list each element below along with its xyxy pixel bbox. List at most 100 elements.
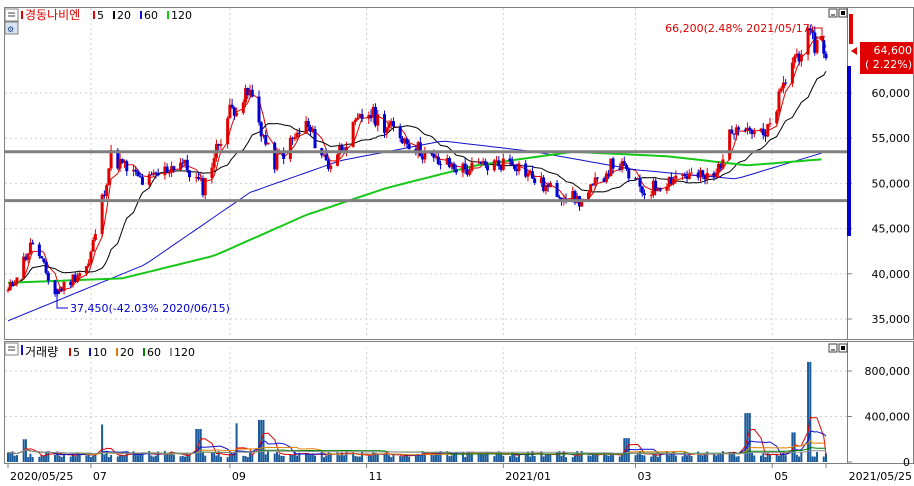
- candle-body: [672, 178, 676, 184]
- volume-bar: [558, 451, 561, 462]
- volume-bar: [524, 453, 527, 462]
- candle-body: [6, 290, 10, 292]
- candle-body: [44, 262, 48, 273]
- volume-bar: [179, 456, 182, 462]
- candle-body: [759, 128, 763, 132]
- volume-bar: [89, 456, 92, 462]
- candle-body: [152, 172, 156, 175]
- volume-bar: [213, 452, 216, 462]
- candle-body: [304, 121, 308, 134]
- candle-body: [454, 169, 458, 173]
- candle-body: [461, 163, 465, 173]
- horizontal-lines: [5, 150, 847, 203]
- current-price-label: 64,600: [874, 44, 913, 57]
- volume-bar: [29, 453, 32, 462]
- volume-bar: [493, 456, 496, 462]
- volume-bar: [385, 451, 388, 462]
- candle-body: [571, 191, 575, 202]
- candle-body: [687, 173, 691, 179]
- price-legend-items: 5 20 60 120: [93, 9, 192, 22]
- volume-bar: [327, 452, 330, 462]
- candle-body: [228, 104, 232, 119]
- x-tick-label: 07: [93, 470, 107, 482]
- volume-panel-menu-button[interactable]: [4, 342, 19, 356]
- volume-bar: [358, 456, 361, 462]
- price-tick-label: 55,000: [872, 132, 911, 145]
- volume-bar: [60, 456, 63, 462]
- volume-bar: [809, 361, 812, 462]
- price-tick-label: 40,000: [872, 268, 911, 281]
- volume-bar: [166, 453, 169, 462]
- volume-bar: [329, 453, 332, 462]
- maximize-icon: [841, 11, 845, 15]
- candle-body: [329, 165, 333, 169]
- volume-panel-window-buttons: [828, 343, 848, 353]
- volume-bar: [618, 456, 621, 462]
- candle-body: [306, 121, 310, 127]
- candle-body: [199, 178, 203, 180]
- legend-label: 10: [93, 346, 107, 359]
- volume-bar: [132, 451, 135, 462]
- volume-panel-minimize-button[interactable]: [828, 343, 838, 353]
- volume-bar: [125, 451, 128, 462]
- x-tick-label: 09: [232, 470, 246, 482]
- volume-bar: [31, 456, 34, 462]
- chart-settings-button[interactable]: [4, 21, 19, 35]
- candle-body: [604, 173, 608, 183]
- candle-body: [123, 161, 127, 164]
- candle-body: [465, 169, 469, 175]
- volume-bar: [228, 453, 231, 462]
- candle-body: [642, 193, 646, 196]
- volume-bar: [246, 457, 249, 462]
- candle-body: [546, 185, 550, 188]
- candle-body: [447, 158, 451, 168]
- volume-bar: [811, 456, 814, 462]
- volume-bar: [101, 424, 104, 462]
- candle-body: [31, 242, 35, 245]
- volume-bar: [134, 453, 137, 462]
- volume-bar: [264, 454, 267, 462]
- candle-body: [84, 266, 88, 274]
- volume-bar: [452, 453, 455, 462]
- volume-bar: [408, 456, 411, 462]
- price-grid: [5, 8, 847, 338]
- volume-bar: [674, 455, 677, 462]
- candle-body: [203, 177, 207, 196]
- candle-body: [37, 244, 41, 257]
- volume-bar: [699, 454, 702, 462]
- volume-bar: [768, 454, 771, 462]
- candle-body: [530, 171, 534, 179]
- volume-bar: [733, 452, 736, 462]
- volume-tick-label: 800,000: [865, 365, 911, 378]
- volume-bar: [450, 455, 453, 462]
- volume-bar: [71, 453, 74, 462]
- candle-body: [468, 170, 472, 175]
- candle-body: [434, 156, 438, 158]
- candle-body: [250, 89, 254, 97]
- volume-bar: [107, 457, 110, 462]
- volume-bar: [712, 453, 715, 462]
- candle-body: [824, 53, 828, 59]
- volume-bar: [320, 451, 323, 462]
- price-tick-label: 35,000: [872, 313, 911, 326]
- volume-bar: [119, 455, 122, 462]
- volume-bar: [105, 451, 108, 462]
- volume-bar: [63, 453, 66, 462]
- candle-body: [391, 121, 395, 127]
- candle-body: [580, 200, 584, 207]
- candle-body: [445, 158, 449, 165]
- volume-bar: [540, 451, 543, 462]
- volume-bar: [148, 451, 151, 462]
- candle-body: [230, 104, 234, 108]
- candle-body: [154, 172, 158, 174]
- volume-bar: [103, 454, 106, 462]
- volume-bar: [291, 454, 294, 462]
- price-panel-minimize-button[interactable]: [828, 8, 838, 18]
- candle-body: [698, 170, 702, 178]
- volume-bar: [69, 456, 72, 462]
- price-panel-menu-button[interactable]: [4, 8, 19, 22]
- volume-bar: [40, 454, 43, 462]
- candle-body: [737, 127, 741, 130]
- candle-body: [499, 166, 503, 170]
- candle-body: [544, 185, 548, 192]
